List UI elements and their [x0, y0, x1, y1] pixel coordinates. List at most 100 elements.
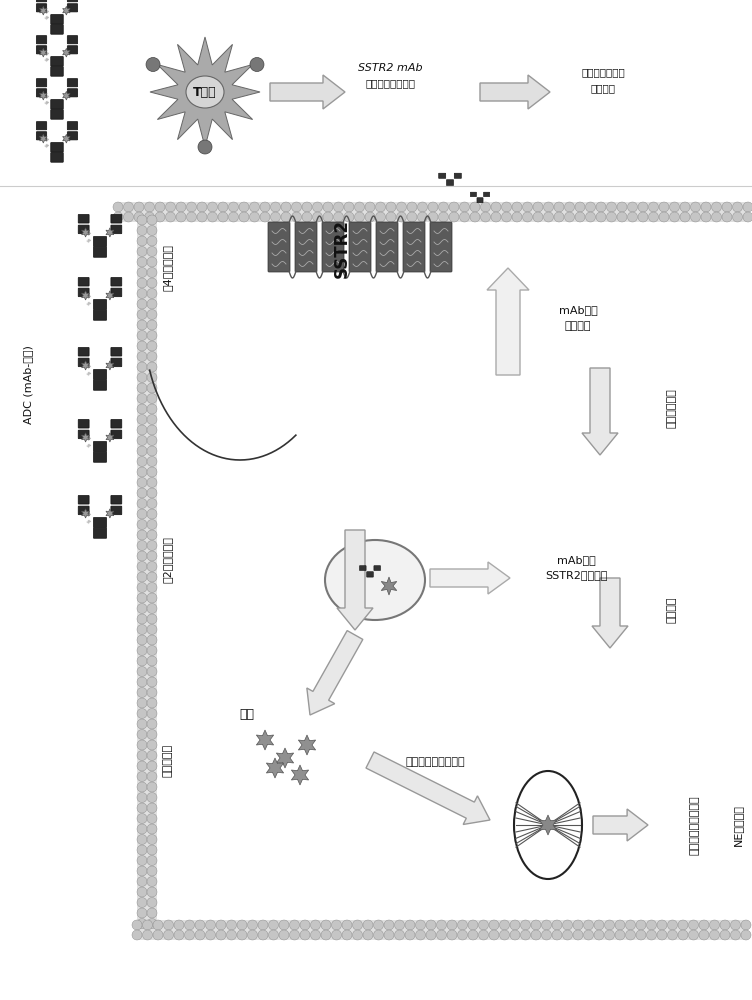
Circle shape: [137, 436, 147, 446]
Circle shape: [176, 212, 186, 222]
Circle shape: [636, 920, 646, 930]
Circle shape: [144, 202, 154, 212]
Circle shape: [499, 930, 510, 940]
Circle shape: [565, 202, 575, 212]
Circle shape: [416, 920, 426, 930]
Circle shape: [147, 436, 157, 446]
Circle shape: [137, 520, 147, 530]
Circle shape: [657, 930, 667, 940]
Circle shape: [216, 920, 226, 930]
Circle shape: [354, 202, 365, 212]
Circle shape: [132, 930, 142, 940]
Polygon shape: [106, 361, 114, 370]
Circle shape: [197, 212, 207, 222]
Circle shape: [137, 614, 147, 624]
Circle shape: [489, 930, 499, 940]
FancyBboxPatch shape: [93, 236, 107, 247]
FancyBboxPatch shape: [50, 14, 63, 24]
Circle shape: [396, 212, 407, 222]
Circle shape: [137, 740, 147, 750]
FancyBboxPatch shape: [322, 222, 344, 272]
Circle shape: [459, 202, 469, 212]
Circle shape: [562, 930, 572, 940]
Text: SS: SS: [86, 442, 93, 448]
FancyBboxPatch shape: [349, 222, 371, 272]
Circle shape: [481, 212, 490, 222]
Polygon shape: [539, 815, 556, 835]
Circle shape: [290, 930, 299, 940]
Circle shape: [279, 930, 289, 940]
Circle shape: [247, 920, 257, 930]
Circle shape: [573, 920, 583, 930]
Circle shape: [271, 202, 280, 212]
Circle shape: [711, 202, 721, 212]
Circle shape: [353, 920, 362, 930]
Text: ADC (mAb-药物): ADC (mAb-药物): [23, 346, 33, 424]
Circle shape: [533, 202, 543, 212]
Circle shape: [510, 920, 520, 930]
Circle shape: [260, 202, 270, 212]
Circle shape: [186, 202, 196, 212]
Circle shape: [137, 498, 147, 508]
FancyBboxPatch shape: [403, 222, 425, 272]
Circle shape: [147, 666, 157, 676]
Circle shape: [669, 212, 680, 222]
FancyBboxPatch shape: [78, 495, 89, 504]
Circle shape: [147, 530, 157, 540]
Polygon shape: [82, 361, 89, 370]
Circle shape: [605, 920, 614, 930]
Circle shape: [626, 930, 635, 940]
Circle shape: [184, 930, 195, 940]
Circle shape: [147, 425, 157, 435]
Circle shape: [137, 236, 147, 246]
Circle shape: [531, 920, 541, 930]
Circle shape: [520, 920, 530, 930]
FancyBboxPatch shape: [36, 79, 47, 87]
Circle shape: [615, 930, 625, 940]
Circle shape: [174, 930, 184, 940]
Text: SS: SS: [86, 363, 93, 369]
FancyBboxPatch shape: [268, 222, 290, 272]
Circle shape: [137, 278, 147, 288]
Circle shape: [165, 212, 175, 222]
Circle shape: [512, 202, 522, 212]
Circle shape: [250, 57, 264, 72]
Circle shape: [512, 212, 522, 222]
Circle shape: [573, 930, 583, 940]
Circle shape: [144, 212, 154, 222]
FancyBboxPatch shape: [67, 122, 77, 130]
Polygon shape: [592, 578, 628, 648]
Circle shape: [342, 930, 352, 940]
Polygon shape: [291, 765, 308, 785]
Polygon shape: [137, 220, 157, 920]
FancyBboxPatch shape: [93, 247, 107, 257]
Circle shape: [137, 330, 147, 340]
Circle shape: [447, 930, 457, 940]
Circle shape: [491, 202, 501, 212]
Circle shape: [668, 920, 678, 930]
Circle shape: [709, 930, 720, 940]
Circle shape: [544, 202, 553, 212]
Circle shape: [426, 920, 436, 930]
Circle shape: [137, 257, 147, 267]
Circle shape: [137, 467, 147, 477]
Circle shape: [137, 404, 147, 414]
FancyBboxPatch shape: [93, 310, 107, 320]
Text: SS: SS: [44, 15, 51, 21]
FancyBboxPatch shape: [78, 358, 89, 367]
Polygon shape: [106, 291, 114, 300]
FancyBboxPatch shape: [36, 36, 47, 44]
Circle shape: [586, 212, 596, 222]
Circle shape: [457, 930, 468, 940]
FancyBboxPatch shape: [111, 419, 122, 428]
Circle shape: [205, 930, 216, 940]
Circle shape: [268, 920, 278, 930]
Circle shape: [137, 551, 147, 561]
Circle shape: [447, 920, 457, 930]
FancyBboxPatch shape: [111, 430, 122, 439]
Circle shape: [311, 930, 320, 940]
Circle shape: [281, 202, 291, 212]
Polygon shape: [106, 433, 114, 442]
FancyBboxPatch shape: [93, 528, 107, 538]
Circle shape: [147, 582, 157, 592]
